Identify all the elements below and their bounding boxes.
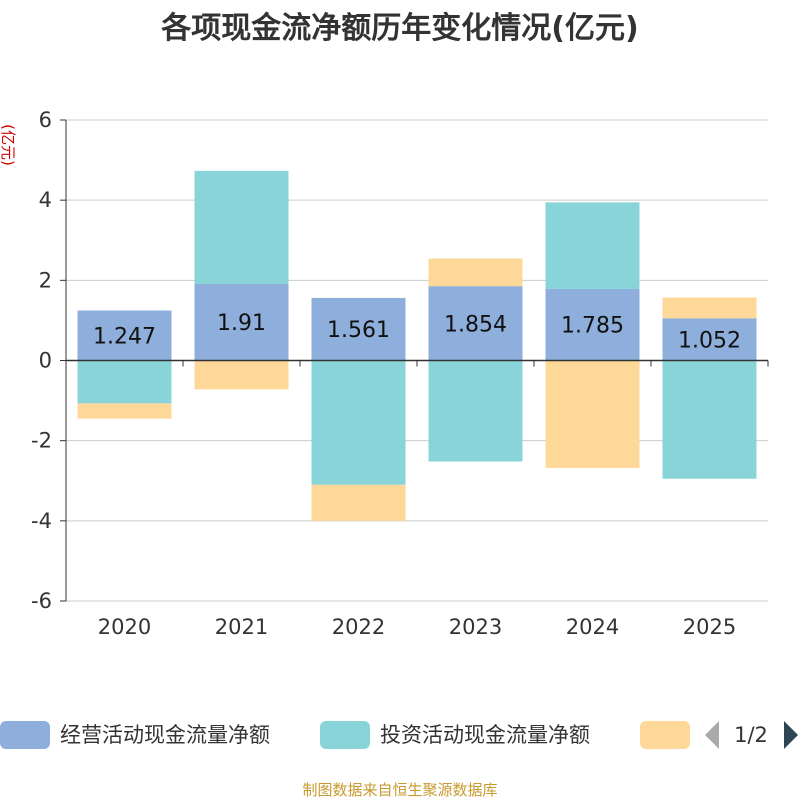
bar-series3-2021[interactable]	[194, 360, 289, 390]
legend-swatch[interactable]	[0, 721, 50, 749]
data-label: 1.785	[561, 314, 624, 339]
legend-pager: 1/2	[705, 721, 798, 749]
bar-series2-2024[interactable]	[545, 202, 640, 289]
y-axis-label: (亿元)	[0, 124, 17, 166]
legend-page-indicator: 1/2	[734, 723, 768, 747]
data-label: 1.854	[444, 312, 507, 337]
legend-prev-icon[interactable]	[705, 721, 719, 749]
bar-series3-2023[interactable]	[428, 258, 523, 287]
grid-lines	[66, 119, 768, 602]
data-labels: 1.247 1.91 1.561 1.854 1.785 1.052	[93, 311, 741, 353]
chart-title: 各项现金流净额历年变化情况(亿元)	[160, 11, 638, 46]
x-tick-label: 2023	[449, 615, 502, 639]
bar-series3-2024[interactable]	[545, 360, 640, 468]
data-label: 1.247	[93, 325, 156, 350]
bar-series1-2023[interactable]	[428, 286, 523, 361]
bar-series1-2020[interactable]	[77, 310, 172, 361]
source-note: 制图数据来自恒生聚源数据库	[302, 781, 497, 799]
y-tick-label: 2	[39, 268, 52, 292]
bar-series3-2025[interactable]	[662, 297, 757, 319]
y-tick-label: -2	[31, 429, 52, 453]
bar-series2-2020[interactable]	[77, 360, 172, 404]
y-tick-label: 0	[39, 349, 52, 373]
legend-label[interactable]: 投资活动现金流量净额	[380, 723, 590, 747]
legend-label[interactable]: 经营活动现金流量净额	[60, 723, 270, 747]
legend-swatch[interactable]	[320, 721, 370, 749]
bar-series3-2022[interactable]	[311, 484, 406, 521]
legend-next-icon[interactable]	[784, 721, 798, 749]
x-tick-label: 2022	[332, 615, 385, 639]
data-label: 1.561	[327, 318, 390, 343]
bar-series1-2025[interactable]	[662, 318, 757, 361]
data-label: 1.052	[678, 328, 741, 353]
bar-series3-2020[interactable]	[77, 403, 172, 419]
bars	[77, 170, 757, 521]
axes: 6 4 2 0 -2 -4 -6 2020 2021 2022 2023 2024 2025	[31, 108, 769, 639]
bar-series2-2021[interactable]	[194, 170, 289, 284]
legend: 经营活动现金流量净额 投资活动现金流量净额	[0, 721, 690, 749]
bar-series1-2021[interactable]	[194, 283, 289, 361]
bar-series2-2023[interactable]	[428, 360, 523, 462]
y-tick-label: 6	[39, 108, 52, 132]
y-tick-label: -6	[31, 589, 52, 613]
x-tick-label: 2024	[566, 615, 619, 639]
bar-series2-2025[interactable]	[662, 360, 757, 479]
y-tick-label: 4	[39, 188, 52, 212]
bar-series1-2024[interactable]	[545, 288, 640, 361]
bar-series1-2022[interactable]	[311, 297, 406, 361]
x-tick-label: 2025	[683, 615, 736, 639]
legend-swatch[interactable]	[640, 721, 690, 749]
bar-series2-2022[interactable]	[311, 360, 406, 485]
x-tick-label: 2020	[98, 615, 151, 639]
y-tick-label: -4	[31, 509, 52, 533]
data-label: 1.91	[217, 311, 266, 336]
x-tick-label: 2021	[215, 615, 268, 639]
